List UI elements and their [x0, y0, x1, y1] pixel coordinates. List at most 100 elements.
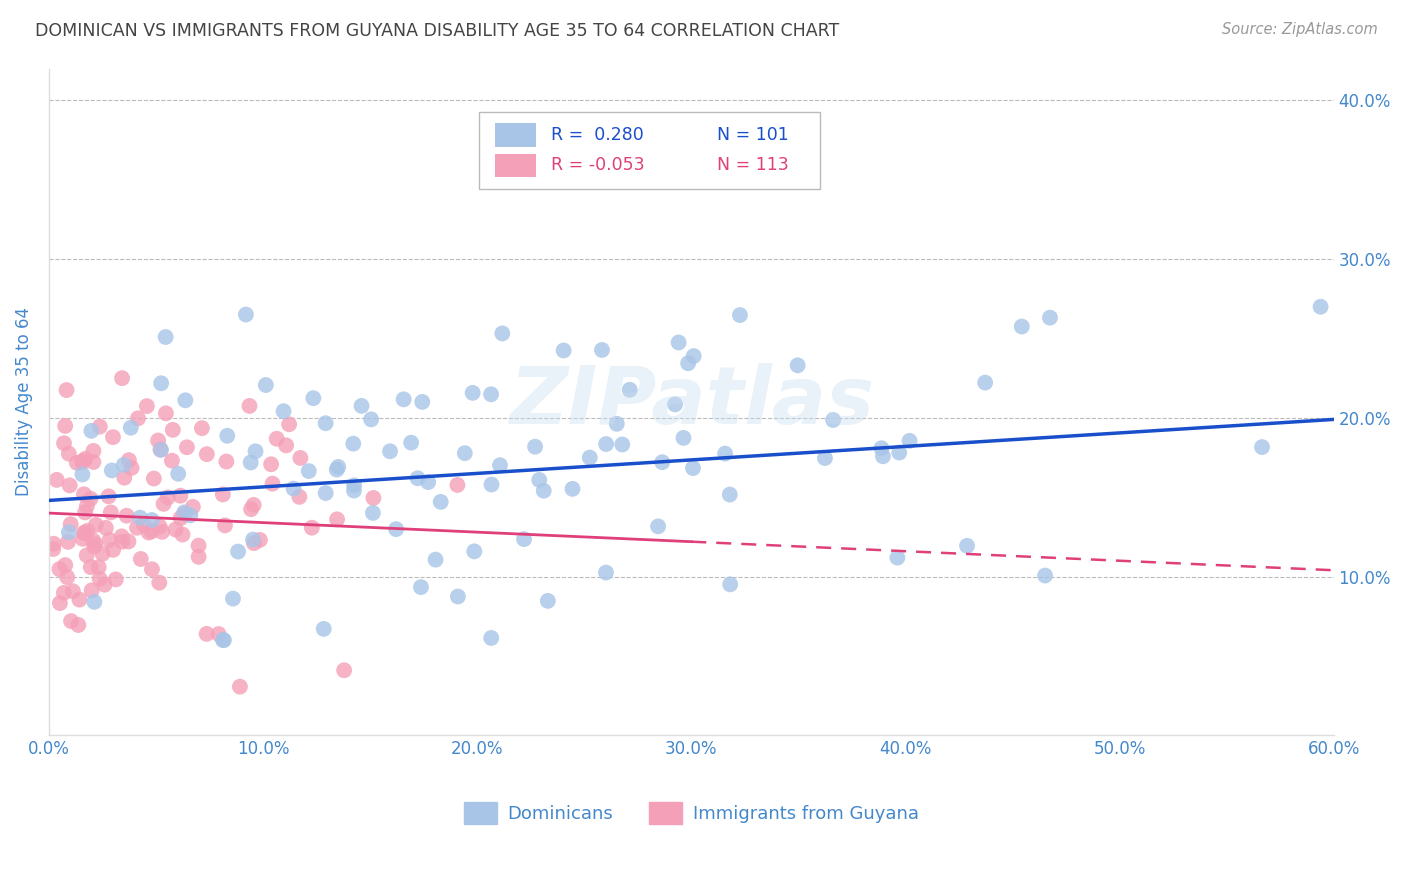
Point — [1309, 300, 1331, 314]
Point — [481, 477, 503, 491]
FancyBboxPatch shape — [495, 123, 536, 146]
Point — [676, 356, 699, 370]
Point — [89, 419, 111, 434]
Point — [160, 453, 183, 467]
Point — [62, 584, 84, 599]
Point — [974, 376, 997, 390]
Point — [409, 580, 432, 594]
Point — [125, 521, 148, 535]
Point — [491, 326, 513, 341]
Point — [73, 525, 96, 540]
Point — [1011, 319, 1033, 334]
Point — [101, 463, 124, 477]
Point — [115, 508, 138, 523]
Point — [149, 442, 172, 457]
Point — [664, 397, 686, 411]
Point — [288, 490, 311, 504]
Point — [82, 533, 104, 548]
Point — [165, 523, 187, 537]
Point — [152, 497, 174, 511]
Point — [524, 440, 547, 454]
Text: N = 101: N = 101 — [717, 126, 789, 144]
Point — [360, 412, 382, 426]
Point — [361, 506, 384, 520]
Point — [425, 552, 447, 566]
Point — [606, 417, 628, 431]
Point — [75, 451, 97, 466]
Point — [42, 537, 65, 551]
Point — [333, 663, 356, 677]
Point — [59, 478, 82, 492]
Point — [595, 437, 617, 451]
Point — [728, 308, 751, 322]
Point — [312, 622, 335, 636]
Point — [172, 527, 194, 541]
Text: ZIPatlas: ZIPatlas — [509, 363, 873, 441]
Point — [169, 511, 191, 525]
Point — [290, 450, 312, 465]
Point — [446, 478, 468, 492]
Point — [343, 478, 366, 492]
Point — [385, 522, 408, 536]
Text: N = 113: N = 113 — [717, 156, 789, 174]
Point — [112, 458, 135, 472]
Point — [112, 471, 135, 485]
Point — [217, 429, 239, 443]
Point — [80, 560, 103, 574]
Point — [956, 539, 979, 553]
Point — [53, 558, 76, 572]
Point — [149, 519, 172, 533]
Point — [898, 434, 921, 448]
Point — [135, 399, 157, 413]
Point — [129, 552, 152, 566]
Point — [447, 590, 470, 604]
Point — [260, 458, 283, 472]
Point — [162, 423, 184, 437]
Point — [612, 437, 634, 451]
Point — [84, 517, 107, 532]
Point — [226, 544, 249, 558]
Point — [83, 595, 105, 609]
Point — [222, 591, 245, 606]
Point — [315, 486, 337, 500]
Point — [176, 440, 198, 454]
Point — [363, 491, 385, 505]
Point — [454, 446, 477, 460]
Point — [378, 444, 401, 458]
Point — [118, 453, 141, 467]
FancyBboxPatch shape — [479, 112, 820, 188]
Point — [215, 454, 238, 468]
Point — [52, 586, 75, 600]
Text: DOMINICAN VS IMMIGRANTS FROM GUYANA DISABILITY AGE 35 TO 64 CORRELATION CHART: DOMINICAN VS IMMIGRANTS FROM GUYANA DISA… — [35, 22, 839, 40]
Point — [76, 549, 98, 563]
Point — [149, 442, 172, 457]
Point — [87, 560, 110, 574]
Point — [238, 399, 260, 413]
Point — [245, 444, 267, 458]
Point — [537, 594, 560, 608]
Point — [56, 534, 79, 549]
Point — [513, 532, 536, 546]
Point — [120, 420, 142, 434]
Text: R =  0.280: R = 0.280 — [551, 126, 644, 144]
Point — [56, 570, 79, 584]
Point — [418, 475, 440, 489]
Point — [195, 447, 218, 461]
Point — [266, 432, 288, 446]
Point — [187, 539, 209, 553]
Point — [278, 417, 301, 432]
Point — [53, 418, 76, 433]
Point — [75, 505, 97, 519]
Point — [870, 442, 893, 456]
Point — [45, 473, 67, 487]
Point — [242, 498, 264, 512]
Point — [146, 434, 169, 448]
Point — [60, 614, 83, 628]
Point — [392, 392, 415, 407]
Point — [42, 541, 65, 556]
Point — [207, 627, 229, 641]
Point — [82, 455, 104, 469]
Point — [58, 447, 80, 461]
Point — [148, 575, 170, 590]
Point — [350, 399, 373, 413]
